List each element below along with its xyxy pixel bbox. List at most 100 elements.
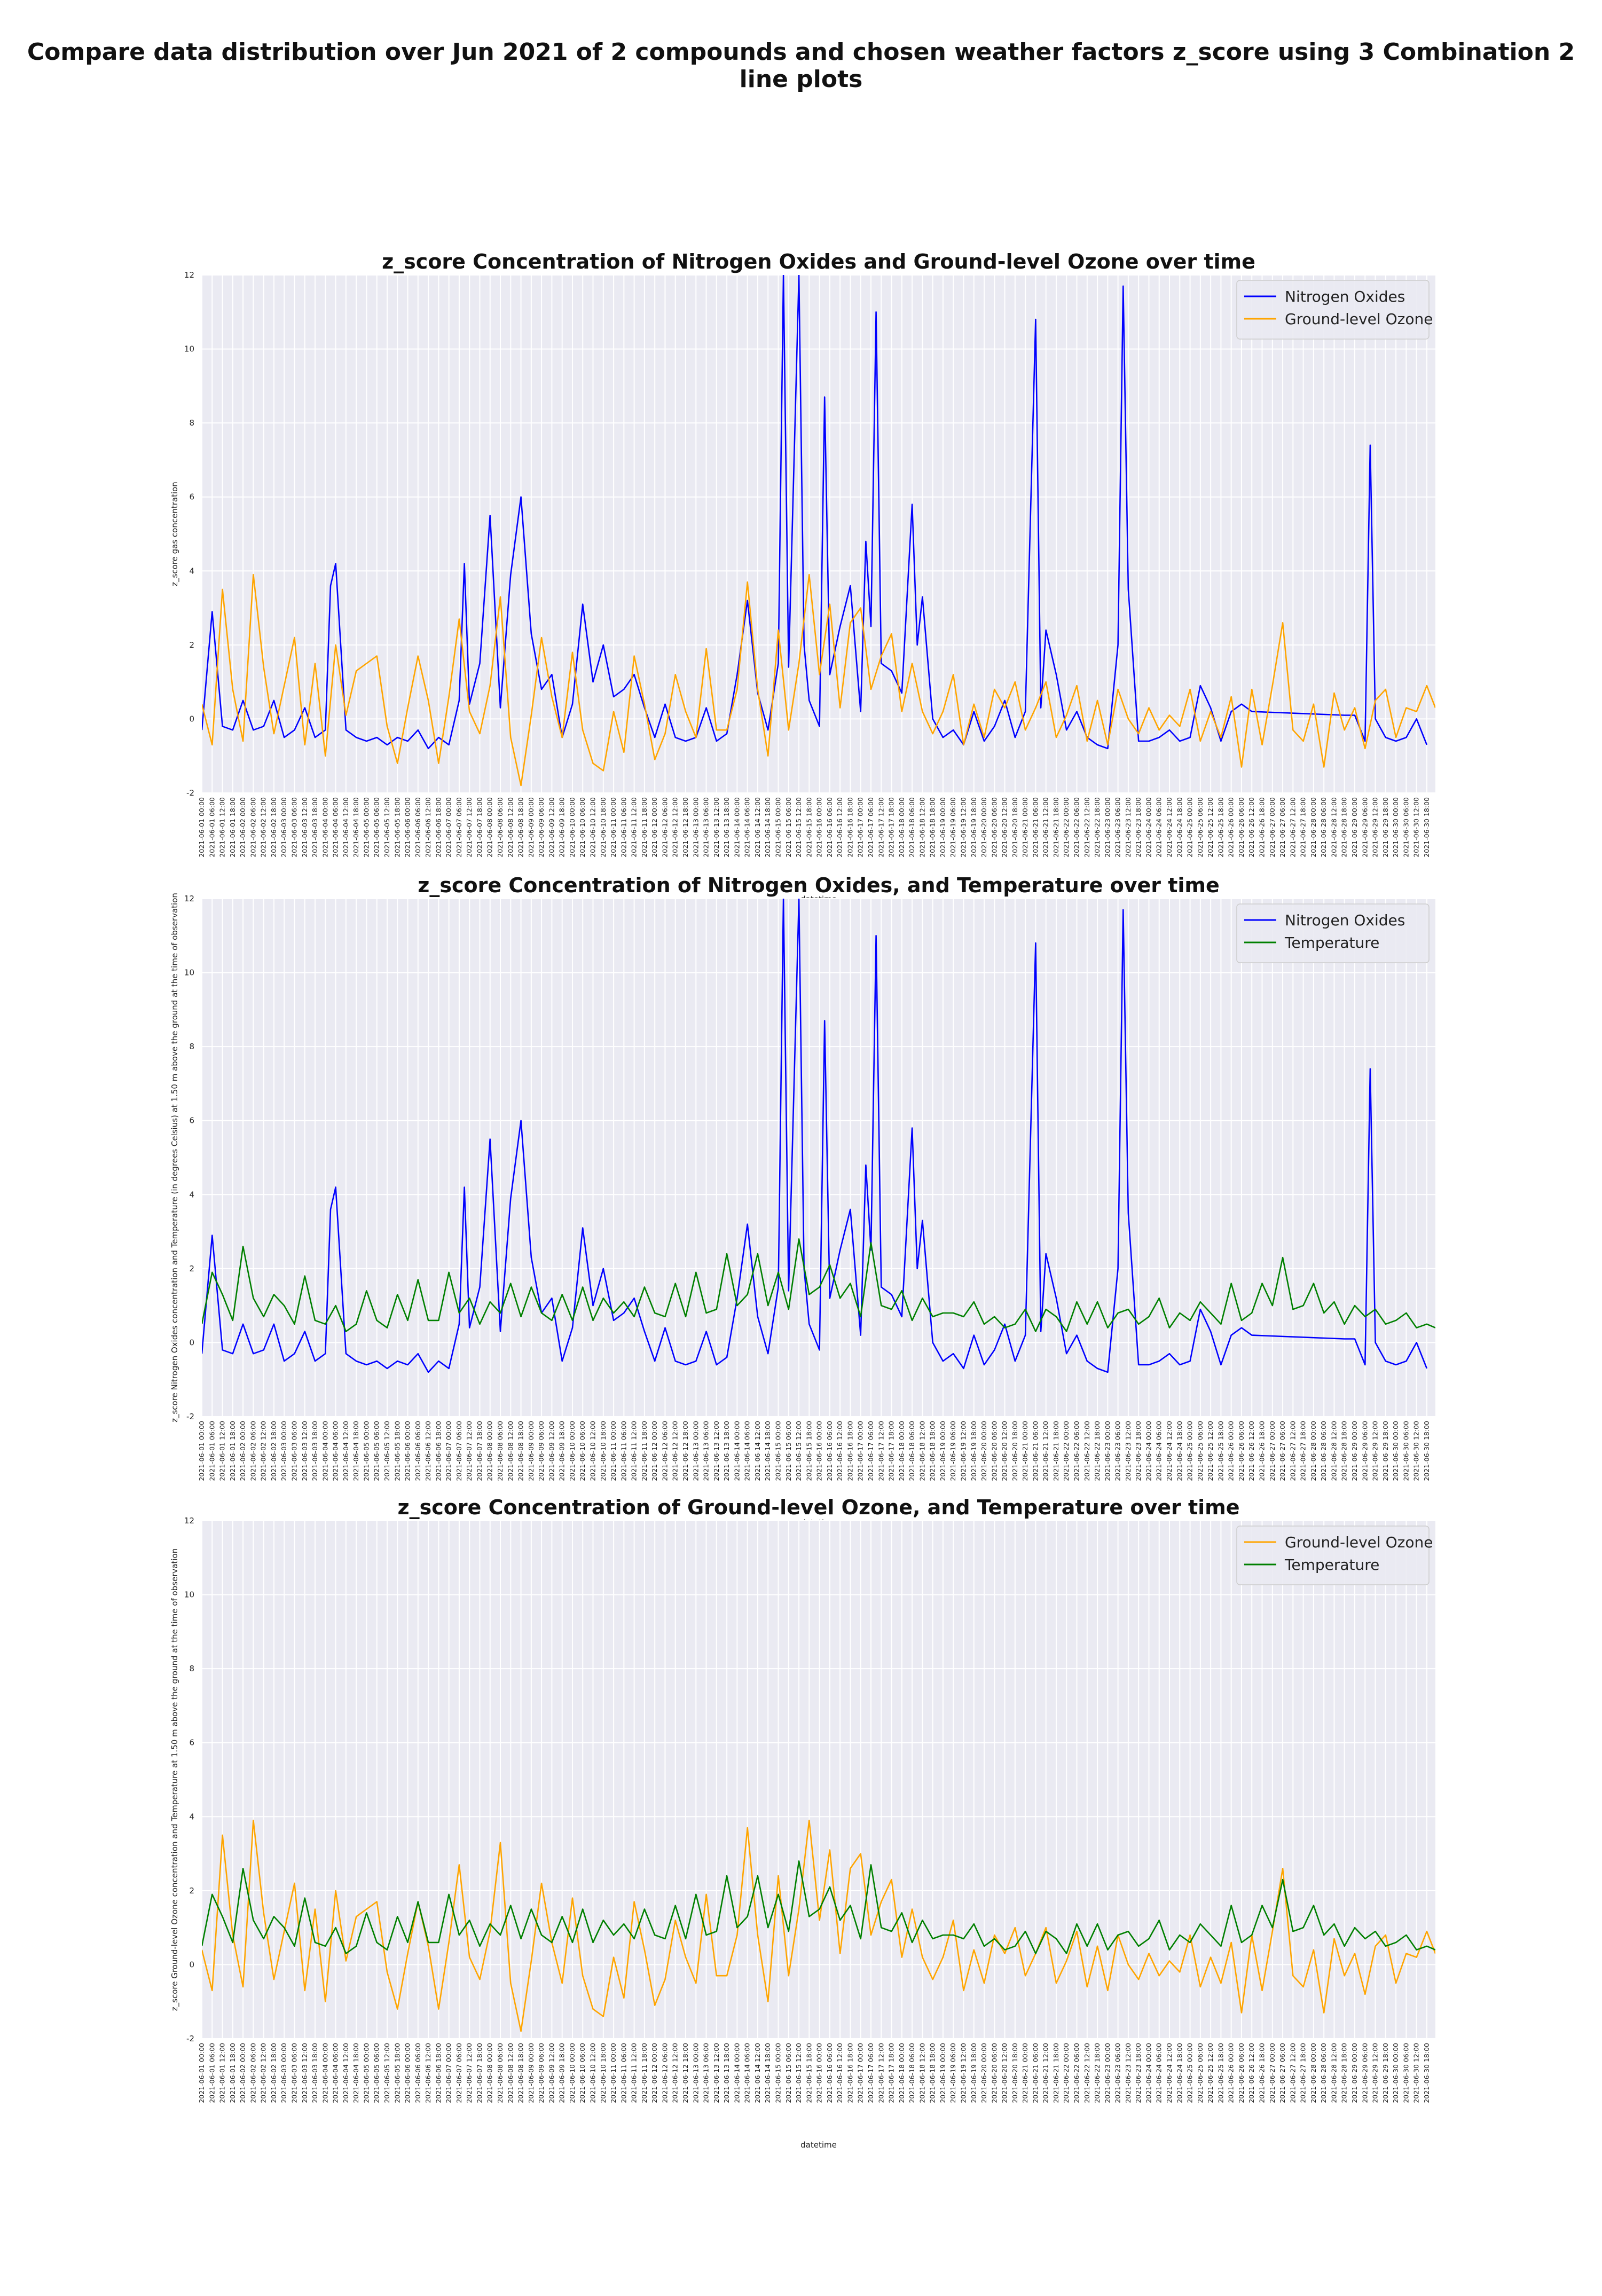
x-tick-label: 2021-06-13 06:00 [702, 2043, 710, 2103]
x-tick-label: 2021-06-02 00:00 [239, 1421, 247, 1481]
x-tick-label: 2021-06-21 18:00 [1052, 797, 1060, 858]
x-tick-label: 2021-06-20 12:00 [1001, 1421, 1009, 1481]
x-tick-label: 2021-06-13 18:00 [723, 1421, 731, 1481]
x-tick-label: 2021-06-29 18:00 [1381, 2043, 1389, 2103]
x-tick-label: 2021-06-30 06:00 [1402, 1421, 1410, 1481]
x-tick-label: 2021-06-16 18:00 [846, 1421, 854, 1481]
x-tick-label: 2021-06-12 00:00 [650, 1421, 658, 1481]
x-tick-label: 2021-06-11 18:00 [640, 797, 648, 858]
x-tick-label: 2021-06-12 06:00 [661, 2043, 669, 2103]
x-tick-label: 2021-06-09 06:00 [537, 797, 545, 858]
x-tick-label: 2021-06-17 18:00 [888, 797, 896, 858]
y-tick-label: -2 [186, 788, 194, 798]
x-tick-label: 2021-06-06 18:00 [434, 797, 442, 858]
x-tick-label: 2021-06-22 12:00 [1083, 1421, 1091, 1481]
series-line-ground-level-ozone [202, 1819, 1435, 2032]
x-tick-label: 2021-06-06 06:00 [414, 1421, 422, 1481]
x-tick-label: 2021-06-23 18:00 [1134, 1421, 1142, 1481]
x-tick-label: 2021-06-12 18:00 [681, 1421, 689, 1481]
x-tick-label: 2021-06-26 12:00 [1247, 1421, 1255, 1481]
x-tick-label: 2021-06-06 18:00 [434, 2043, 442, 2103]
x-tick-label: 2021-06-21 12:00 [1042, 797, 1050, 858]
x-tick-label: 2021-06-07 18:00 [475, 797, 483, 858]
y-axis-label: z_score gas concentration [170, 482, 180, 586]
x-tick-label: 2021-06-19 12:00 [959, 797, 967, 858]
x-tick-label: 2021-06-01 12:00 [218, 797, 226, 858]
y-tick-label: 2 [189, 1264, 194, 1273]
x-tick-label: 2021-06-14 12:00 [753, 797, 761, 858]
x-tick-label: 2021-06-04 00:00 [321, 797, 329, 858]
x-tick-label: 2021-06-17 00:00 [857, 2043, 865, 2103]
x-tick-label: 2021-06-19 00:00 [939, 1421, 947, 1481]
x-tick-label: 2021-06-20 12:00 [1001, 797, 1009, 858]
x-tick-label: 2021-06-14 18:00 [764, 1421, 772, 1481]
x-tick-label: 2021-06-28 06:00 [1320, 1421, 1328, 1481]
x-tick-label: 2021-06-29 18:00 [1381, 1421, 1389, 1481]
x-tick-label: 2021-06-13 06:00 [702, 797, 710, 858]
x-tick-label: 2021-06-07 12:00 [465, 1421, 473, 1481]
x-tick-label: 2021-06-19 12:00 [959, 1421, 967, 1481]
x-tick-label: 2021-06-14 18:00 [764, 2043, 772, 2103]
x-tick-label: 2021-06-29 00:00 [1350, 2043, 1358, 2103]
x-tick-label: 2021-06-02 18:00 [270, 1421, 278, 1481]
legend-label: Nitrogen Oxides [1285, 911, 1405, 929]
x-tick-label: 2021-06-25 12:00 [1206, 1421, 1214, 1481]
y-tick-label: 0 [189, 714, 194, 724]
x-tick-label: 2021-06-01 00:00 [198, 1421, 206, 1481]
x-tick-label: 2021-06-22 06:00 [1073, 2043, 1081, 2103]
x-tick-label: 2021-06-06 06:00 [414, 797, 422, 858]
x-tick-label: 2021-06-01 12:00 [218, 2043, 226, 2103]
x-tick-label: 2021-06-18 12:00 [918, 2043, 926, 2103]
y-axis-label: z_score Nitrogen Oxides concentration an… [170, 893, 180, 1422]
x-tick-label: 2021-06-22 12:00 [1083, 2043, 1091, 2103]
legend-label: Nitrogen Oxides [1285, 288, 1405, 305]
x-tick-label: 2021-06-09 18:00 [558, 797, 566, 858]
x-tick-label: 2021-06-15 18:00 [805, 797, 813, 858]
x-tick-label: 2021-06-11 00:00 [609, 2043, 617, 2103]
x-tick-label: 2021-06-30 00:00 [1392, 797, 1400, 858]
x-tick-label: 2021-06-23 00:00 [1103, 797, 1111, 858]
x-tick-label: 2021-06-03 06:00 [290, 2043, 298, 2103]
x-tick-label: 2021-06-03 18:00 [311, 797, 319, 858]
x-tick-label: 2021-06-08 18:00 [517, 2043, 525, 2103]
x-tick-label: 2021-06-30 18:00 [1423, 797, 1431, 858]
x-tick-label: 2021-06-04 00:00 [321, 2043, 329, 2103]
x-tick-label: 2021-06-14 18:00 [764, 797, 772, 858]
x-tick-label: 2021-06-20 12:00 [1001, 2043, 1009, 2103]
x-tick-label: 2021-06-17 00:00 [857, 1421, 865, 1481]
x-tick-label: 2021-06-08 12:00 [506, 797, 514, 858]
x-tick-label: 2021-06-11 12:00 [630, 797, 638, 858]
x-tick-label: 2021-06-23 06:00 [1114, 2043, 1122, 2103]
x-tick-label: 2021-06-18 06:00 [908, 1421, 916, 1481]
x-tick-label: 2021-06-11 12:00 [630, 1421, 638, 1481]
x-tick-label: 2021-06-01 06:00 [208, 1421, 216, 1481]
x-tick-label: 2021-06-04 18:00 [352, 1421, 360, 1481]
y-tick-label: -2 [186, 2034, 194, 2043]
x-tick-label: 2021-06-13 06:00 [702, 1421, 710, 1481]
x-tick-label: 2021-06-16 12:00 [836, 1421, 844, 1481]
x-tick-label: 2021-06-25 06:00 [1196, 2043, 1204, 2103]
x-axis-label: datetime [800, 2140, 837, 2150]
x-tick-label: 2021-06-19 06:00 [949, 2043, 957, 2103]
x-tick-label: 2021-06-14 06:00 [743, 797, 751, 858]
y-tick-label: 2 [189, 640, 194, 650]
x-tick-label: 2021-06-23 18:00 [1134, 797, 1142, 858]
x-tick-label: 2021-06-27 00:00 [1268, 797, 1276, 858]
x-tick-label: 2021-06-17 06:00 [867, 2043, 875, 2103]
x-tick-label: 2021-06-18 12:00 [918, 797, 926, 858]
x-tick-label: 2021-06-26 06:00 [1237, 2043, 1245, 2103]
legend-label: Temperature [1284, 934, 1379, 952]
x-tick-label: 2021-06-04 18:00 [352, 2043, 360, 2103]
x-tick-label: 2021-06-28 00:00 [1309, 2043, 1317, 2103]
x-tick-label: 2021-06-02 18:00 [270, 2043, 278, 2103]
x-tick-label: 2021-06-21 06:00 [1031, 797, 1039, 858]
x-tick-label: 2021-06-08 06:00 [496, 797, 504, 858]
y-tick-label: 12 [184, 894, 194, 903]
x-tick-label: 2021-06-07 12:00 [465, 2043, 473, 2103]
x-tick-label: 2021-06-04 00:00 [321, 1421, 329, 1481]
x-tick-label: 2021-06-03 18:00 [311, 1421, 319, 1481]
x-tick-label: 2021-06-19 18:00 [970, 797, 978, 858]
x-tick-label: 2021-06-24 06:00 [1155, 797, 1163, 858]
y-tick-label: 12 [184, 1516, 194, 1526]
